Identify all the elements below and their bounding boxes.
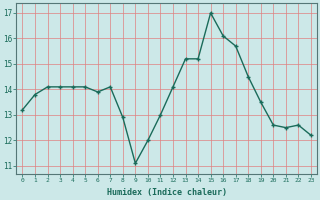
X-axis label: Humidex (Indice chaleur): Humidex (Indice chaleur) [107,188,227,197]
